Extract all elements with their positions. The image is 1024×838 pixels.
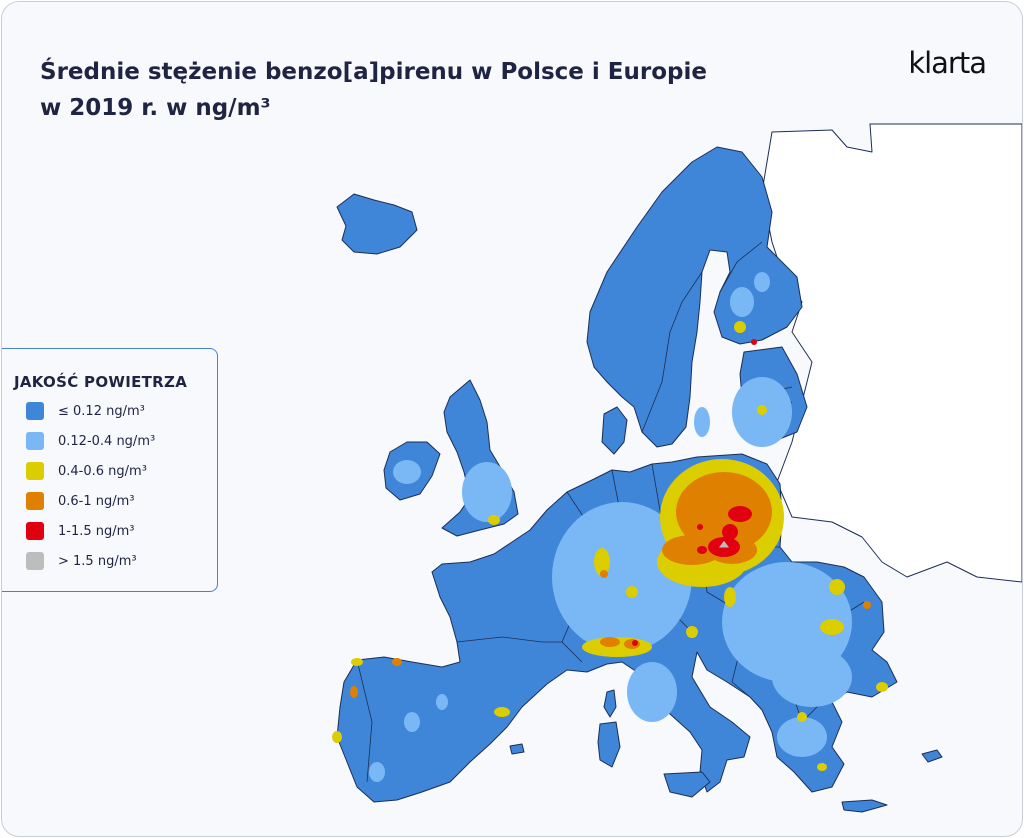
- concentration-light-blue: [369, 272, 852, 782]
- island-sicily: [663, 771, 711, 798]
- island-balearics: [509, 743, 525, 755]
- swatch-light-blue-icon: [26, 432, 44, 450]
- legend-label: 1-1.5 ng/m³: [58, 523, 135, 539]
- legend-title: JAKOŚĆ POWIETRZA: [14, 373, 188, 391]
- title-line-1: Średnie stężenie benzo[a]pirenu w Polsce…: [40, 59, 707, 85]
- legend-item-level-1: ≤ 0.12 ng/m³: [26, 401, 145, 421]
- legend-item-level-2: 0.12-0.4 ng/m³: [26, 431, 155, 451]
- legend-label: 0.12-0.4 ng/m³: [58, 433, 156, 449]
- legend-item-level-6: > 1.5 ng/m³: [26, 551, 137, 571]
- legend-item-level-4: 0.6-1 ng/m³: [26, 491, 135, 511]
- legend-box: JAKOŚĆ POWIETRZA ≤ 0.12 ng/m³ 0.12-0.4 n…: [2, 348, 218, 592]
- brand-logo: klarta: [908, 46, 987, 80]
- legend-label: > 1.5 ng/m³: [58, 553, 137, 569]
- swatch-orange-icon: [26, 492, 44, 510]
- concentration-orange: [350, 472, 871, 698]
- island-corsica: [603, 689, 617, 718]
- island-denmark: [601, 406, 628, 455]
- swatch-yellow-icon: [26, 462, 44, 480]
- page-title: Średnie stężenie benzo[a]pirenu w Polsce…: [40, 54, 740, 126]
- island-crete: [841, 799, 888, 813]
- legend-item-level-3: 0.4-0.6 ng/m³: [26, 461, 147, 481]
- legend-label: 0.6-1 ng/m³: [58, 493, 135, 509]
- concentration-gray: [717, 539, 731, 549]
- iceland: [336, 193, 418, 255]
- swatch-gray-icon: [26, 552, 44, 570]
- no-data-region-east: [761, 123, 1022, 583]
- swatch-dark-blue-icon: [26, 402, 44, 420]
- legend-label: 0.4-0.6 ng/m³: [58, 463, 147, 479]
- island-sardinia: [597, 721, 621, 768]
- island-cyprus: [921, 749, 943, 763]
- legend-item-level-5: 1-1.5 ng/m³: [26, 521, 135, 541]
- legend-label: ≤ 0.12 ng/m³: [58, 403, 145, 419]
- swatch-red-icon: [26, 522, 44, 540]
- title-line-2: w 2019 r. w ng/m³: [40, 95, 271, 121]
